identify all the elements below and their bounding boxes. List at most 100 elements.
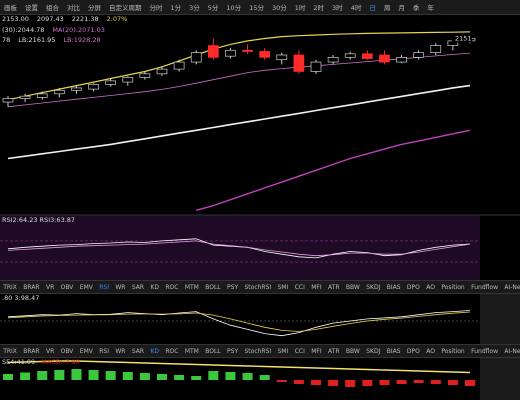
toolbar-button[interactable]: 对比	[67, 4, 80, 12]
indicator-tab[interactable]: KD	[150, 283, 159, 291]
indicator-tab[interactable]: DPO	[406, 347, 420, 355]
indicator-tab[interactable]: VR	[45, 283, 55, 291]
indicator-tab[interactable]: CCI	[294, 283, 305, 291]
indicator-tab[interactable]: PSY	[227, 283, 239, 291]
indicator-tab[interactable]: SAR	[131, 283, 145, 291]
indicator-tab[interactable]: KD	[150, 347, 159, 355]
candle-body	[207, 45, 219, 58]
candle-body	[259, 51, 271, 58]
histogram-bar	[465, 380, 475, 386]
indicator-tab[interactable]: AI-NetVOL	[504, 283, 520, 291]
indicator-tab[interactable]: SMI	[277, 347, 289, 355]
candle-body	[379, 54, 390, 63]
candle-body	[88, 84, 99, 90]
indicator-tab[interactable]: BBW	[345, 283, 360, 291]
indicator-tabs: TRIX BRAR VR OBV EMV RSI WR SAR KD ROC MTM BOLL PSY S…	[0, 344, 520, 358]
indicator-tab[interactable]: TRIX	[3, 283, 17, 291]
indicator-line	[7, 310, 471, 337]
indicator-tab[interactable]: EMV	[79, 347, 93, 355]
toolbar-button[interactable]: 季	[412, 4, 420, 12]
indicator-tab[interactable]: BRAR	[23, 347, 40, 355]
indicator-tab[interactable]: AI-NetVOL	[504, 347, 520, 355]
toolbar-button[interactable]: 设置	[25, 4, 38, 12]
indicator-tab[interactable]: BBW	[345, 347, 360, 355]
indicator-tab[interactable]: StochRSI	[244, 283, 272, 291]
indicator-tab[interactable]: SMI	[277, 283, 289, 291]
indicator-tab[interactable]: MFI	[311, 283, 322, 291]
toolbar-button[interactable]: 10分	[226, 4, 242, 12]
toolbar-button[interactable]: 30分	[271, 4, 287, 12]
indicator-tab[interactable]: DPO	[406, 283, 420, 291]
indicator-tab[interactable]: WR	[115, 347, 126, 355]
indicator-tab[interactable]: RSI	[99, 347, 109, 355]
indicator-tab[interactable]: SKDJ	[366, 347, 381, 355]
indicator-tab[interactable]: Fundflow	[471, 283, 499, 291]
indicator-tab[interactable]: OBV	[60, 347, 74, 355]
indicator-tab[interactable]: ATR	[328, 283, 340, 291]
toolbar-button[interactable]: 月	[398, 4, 405, 12]
candle-body	[361, 53, 373, 59]
indicator-tab[interactable]: MFI	[311, 347, 322, 355]
toolbar-button[interactable]: 分时	[149, 4, 163, 12]
toolbar-button[interactable]: 1时	[294, 4, 306, 12]
toolbar-button[interactable]: 3分	[189, 4, 200, 12]
indicator-tab[interactable]: WR	[115, 283, 126, 291]
indicator-tab[interactable]: OBV	[60, 283, 74, 291]
candle-body	[2, 98, 14, 103]
histogram-bar	[276, 380, 287, 382]
info-value: MA(20):2071.03	[52, 26, 104, 34]
indicator-label: RSI2:64.23 RSI3:63.87	[2, 216, 75, 224]
toolbar-button[interactable]: 画板	[4, 4, 17, 12]
toolbar-button[interactable]: 周	[383, 4, 391, 12]
toolbar-button[interactable]: 组合	[46, 4, 59, 12]
toolbar-button[interactable]: 5分	[207, 4, 219, 12]
indicator-tab[interactable]: BIAS	[386, 283, 401, 291]
candle-body	[105, 80, 117, 85]
indicator-tab[interactable]: BOLL	[205, 283, 221, 291]
indicator-tab[interactable]: SAR	[131, 347, 145, 355]
histogram-bar	[447, 380, 458, 385]
info-value: 2221.38	[72, 15, 99, 23]
indicator-tab[interactable]: BOLL	[205, 347, 221, 355]
indicator-tab[interactable]: Fundflow	[471, 347, 499, 355]
candle-body	[276, 54, 288, 61]
indicator-tab[interactable]: ROC	[165, 347, 179, 355]
indicator-tab[interactable]: StochRSI	[244, 347, 272, 355]
info-value: LB:1928.28	[63, 36, 100, 44]
indicator-tab[interactable]: MTM	[184, 347, 199, 355]
toolbar-button[interactable]: 2时	[313, 4, 325, 12]
indicator-tab[interactable]: ATR	[328, 347, 340, 355]
indicator-tab[interactable]: ROC	[165, 283, 179, 291]
histogram-bar	[293, 380, 304, 384]
toolbar-button[interactable]: 1分	[170, 4, 182, 12]
indicator-tab[interactable]: PSY	[227, 347, 239, 355]
indicator-tab[interactable]: EMV	[79, 283, 93, 291]
toolbar-button[interactable]: 日	[369, 4, 376, 12]
indicator-tab[interactable]: Position	[441, 283, 465, 291]
indicator-tab[interactable]: MTM	[184, 283, 199, 291]
rsi-line	[7, 240, 471, 257]
toolbar-button[interactable]: 3时	[332, 4, 343, 12]
indicator-tab[interactable]: CCI	[294, 347, 305, 355]
indicator-tab[interactable]: SKDJ	[366, 283, 381, 291]
indicator-label: MACD:-7.90	[41, 358, 80, 366]
histogram-bar	[328, 380, 339, 386]
toolbar-button[interactable]: 年	[427, 4, 434, 12]
indicator-tab[interactable]: AO	[426, 347, 435, 355]
indicator-tab[interactable]: TRIX	[3, 347, 17, 355]
indicator-tab[interactable]: Position	[441, 347, 465, 355]
toolbar-button[interactable]: 15分	[249, 4, 264, 12]
indicator-tab[interactable]: VR	[45, 347, 55, 355]
indicator-tab[interactable]: AO	[426, 283, 435, 291]
toolbar-button[interactable]: 自定义周期	[109, 4, 142, 12]
indicator-tab[interactable]: BIAS	[386, 347, 401, 355]
candle-body	[327, 57, 339, 63]
histogram-bar	[3, 374, 13, 380]
signal-line	[7, 360, 471, 374]
indicator-tab[interactable]: BRAR	[23, 283, 40, 291]
toolbar-button[interactable]: 分屏	[88, 4, 101, 12]
indicator-tab[interactable]: RSI	[99, 283, 109, 291]
histogram-bar	[105, 371, 116, 380]
toolbar-button[interactable]: 4时	[350, 4, 362, 12]
